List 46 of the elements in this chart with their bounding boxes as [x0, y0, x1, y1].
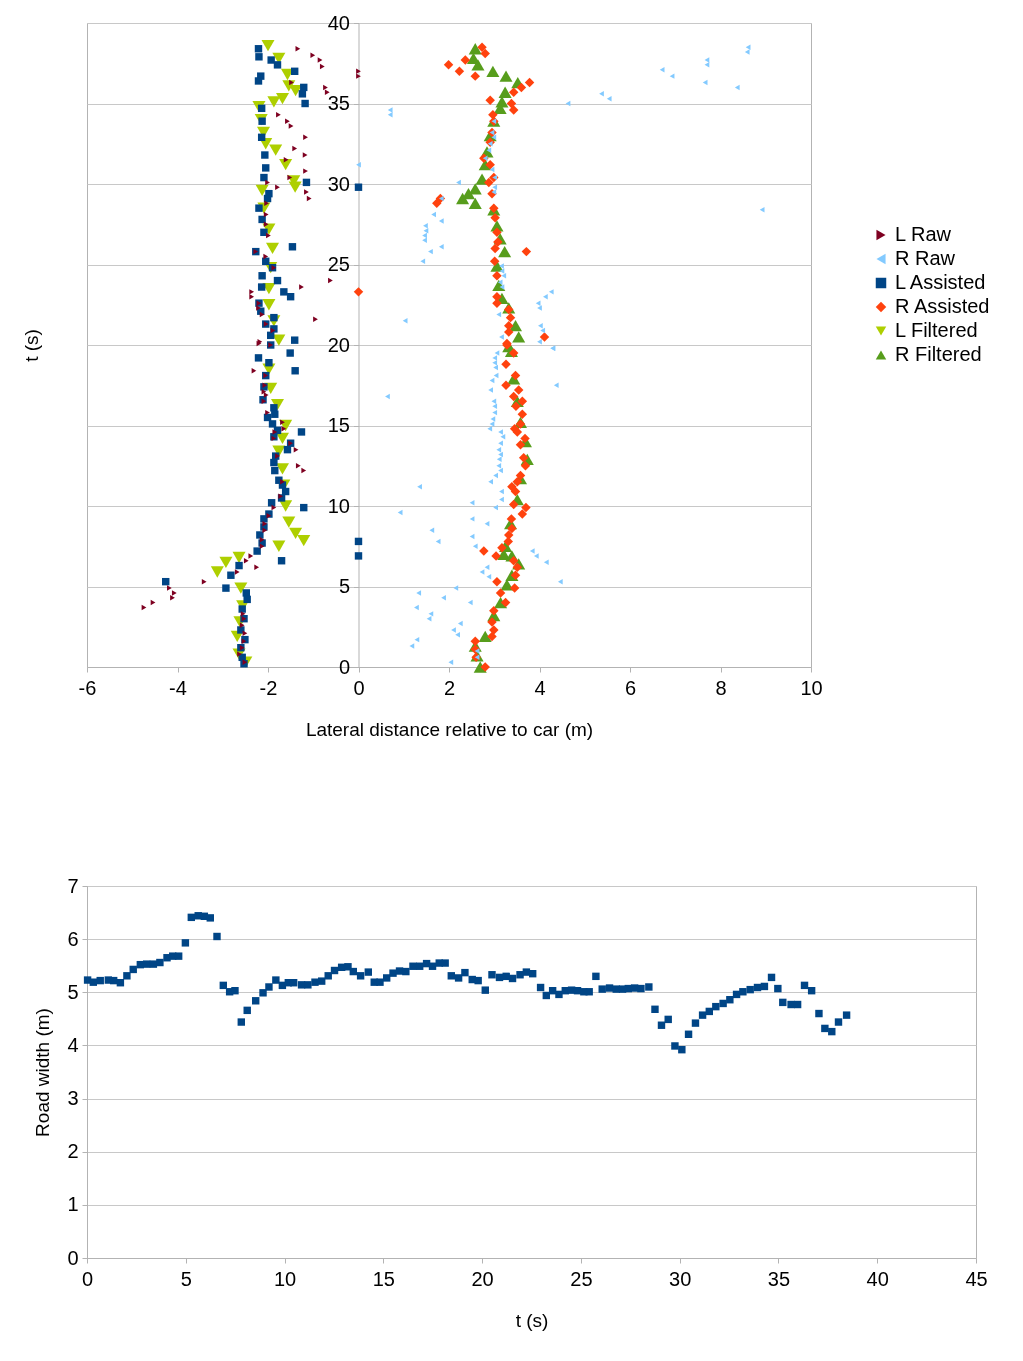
y-tick-label: 0 [338, 655, 350, 678]
legend-label: L Filtered [895, 319, 978, 341]
y-tick-label: 3 [67, 1087, 79, 1110]
y-axis-title: t (s) [21, 329, 43, 362]
legend-label: R Filtered [895, 343, 982, 365]
legend-label: R Assisted [895, 295, 990, 317]
legend-label: L Raw [895, 223, 952, 245]
x-tick-label: 0 [353, 676, 365, 699]
y-tick-label: 30 [327, 172, 350, 195]
x-tick-label: 20 [471, 1267, 494, 1290]
y-tick-label: 0 [67, 1246, 79, 1269]
x-tick-label: 0 [81, 1267, 94, 1290]
legend-label: L Assisted [895, 271, 986, 293]
y-tick-label: 15 [327, 414, 350, 436]
x-tick-label: 25 [570, 1267, 593, 1290]
y-tick-label: 40 [327, 11, 350, 34]
y-tick-label: 25 [327, 253, 350, 275]
y-tick-label: 5 [338, 575, 350, 597]
x-tick-label: -6 [78, 676, 97, 699]
x-tick-label: 35 [767, 1267, 791, 1290]
y-tick-label: 35 [327, 92, 350, 114]
x-tick-label: 2 [443, 676, 456, 699]
y-tick-label: 2 [67, 1140, 79, 1163]
x-tick-label: 8 [715, 676, 727, 699]
x-tick-label: -2 [259, 676, 278, 699]
x-tick-label: 10 [273, 1267, 297, 1290]
x-tick-label: 4 [534, 676, 546, 699]
x-tick-label: -4 [169, 676, 187, 699]
y-tick-label: 1 [67, 1193, 79, 1216]
x-tick-label: 40 [866, 1267, 889, 1290]
x-tick-label: 45 [965, 1267, 988, 1290]
legend-label: R Raw [895, 247, 956, 269]
y-tick-label: 4 [67, 1033, 79, 1056]
y-tick-label: 20 [327, 333, 350, 356]
x-tick-label: 6 [624, 676, 637, 699]
x-tick-label: 10 [800, 676, 823, 699]
y-tick-label: 7 [67, 874, 79, 897]
y-axis-title: Road width (m) [32, 1008, 54, 1137]
x-tick-label: 15 [372, 1267, 395, 1290]
y-tick-label: 10 [327, 494, 350, 517]
y-tick-label: 6 [67, 927, 79, 950]
x-axis-title: Lateral distance relative to car (m) [305, 718, 594, 740]
x-axis-title: t (s) [515, 1309, 549, 1331]
x-tick-label: 5 [180, 1267, 192, 1290]
y-tick-label: 5 [67, 980, 79, 1003]
x-tick-label: 30 [669, 1267, 692, 1290]
